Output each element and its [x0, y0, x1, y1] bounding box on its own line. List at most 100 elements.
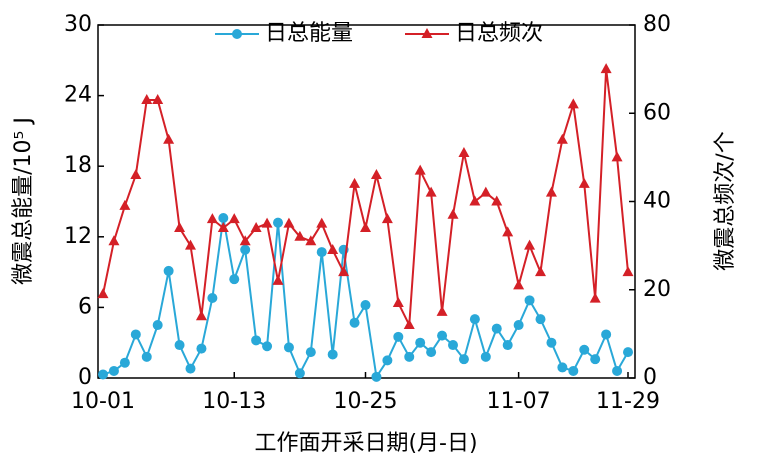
circle-marker	[546, 337, 557, 348]
triangle-marker	[535, 266, 546, 277]
series-line	[102, 69, 629, 329]
circle-marker	[283, 342, 294, 353]
triangle-marker	[611, 151, 623, 162]
x-tick-label: 10-13	[202, 389, 266, 414]
y-tick-label: 30	[64, 12, 92, 37]
triangle-marker	[119, 199, 131, 210]
circle-marker	[163, 265, 174, 276]
triangle-marker	[228, 213, 240, 224]
circle-marker	[404, 351, 415, 362]
triangle-marker	[447, 208, 459, 219]
triangle-marker	[108, 235, 120, 246]
x-axis-title: 工作面开采日期(月-日)	[254, 431, 477, 456]
circle-marker	[251, 335, 262, 346]
triangle-marker	[250, 221, 262, 232]
plot-frame	[97, 24, 636, 379]
triangle-marker	[283, 217, 295, 228]
legend-marker	[421, 28, 433, 38]
circle-marker	[229, 274, 240, 285]
legend-marker	[232, 29, 242, 39]
triangle-marker	[338, 266, 350, 277]
y2-axis-title: 微震总频次/个	[713, 131, 738, 270]
circle-marker	[469, 314, 480, 325]
y-tick-label: 18	[64, 153, 92, 178]
circle-marker	[612, 365, 623, 376]
circle-marker	[130, 329, 141, 340]
triangle-marker	[414, 164, 426, 175]
triangle-marker	[327, 244, 339, 255]
circle-marker	[393, 331, 404, 342]
triangle-marker	[97, 288, 109, 299]
circle-marker	[305, 347, 316, 358]
series-line	[102, 217, 629, 380]
circle-marker	[240, 244, 251, 255]
circle-marker	[535, 314, 546, 325]
circle-marker	[568, 365, 579, 376]
circle-marker	[349, 317, 360, 328]
triangle-marker	[294, 230, 306, 241]
triangle-marker	[174, 221, 186, 232]
triangle-marker	[370, 169, 382, 180]
y2-tick-label: 0	[643, 365, 657, 390]
triangle-marker	[425, 186, 437, 197]
circle-marker	[513, 320, 524, 331]
y2-tick-label: 60	[643, 100, 671, 125]
triangle-marker	[152, 94, 164, 105]
circle-marker	[590, 354, 601, 365]
circle-marker	[196, 343, 207, 354]
x-tick-label: 11-07	[487, 389, 551, 414]
circle-marker	[108, 365, 119, 376]
x-tick-label: 10-01	[71, 389, 135, 414]
triangle-marker	[600, 63, 612, 74]
circle-marker	[415, 337, 426, 348]
triangle-marker	[381, 213, 393, 224]
triangle-marker	[502, 226, 514, 237]
circle-marker	[141, 351, 152, 362]
circle-marker	[185, 363, 196, 374]
y-tick-label: 6	[78, 294, 92, 319]
y-axis-title: 微震总能量/10⁵ J	[11, 117, 36, 285]
circle-marker	[119, 357, 130, 368]
circle-marker	[174, 340, 185, 351]
triangle-marker	[217, 221, 229, 232]
triangle-marker	[578, 177, 590, 188]
circle-marker	[437, 330, 448, 341]
triangle-marker	[403, 319, 415, 330]
circle-marker	[426, 347, 437, 358]
circle-marker	[458, 354, 469, 365]
circle-marker	[557, 362, 568, 373]
triangle-marker	[513, 279, 525, 290]
circle-marker	[623, 347, 633, 358]
triangle-marker	[480, 186, 492, 197]
triangle-marker	[316, 217, 328, 228]
triangle-marker	[349, 177, 361, 188]
triangle-marker	[261, 217, 273, 228]
triangle-marker	[622, 266, 634, 277]
circle-marker	[502, 340, 513, 351]
triangle-marker	[185, 239, 196, 250]
legend-label: 日总频次	[455, 21, 543, 46]
circle-marker	[98, 369, 108, 380]
circle-marker	[262, 341, 273, 352]
triangle-marker	[392, 296, 404, 307]
triangle-marker	[206, 213, 218, 224]
triangle-marker	[360, 221, 371, 232]
circle-marker	[480, 351, 491, 362]
triangle-marker	[141, 94, 153, 105]
triangle-marker	[130, 169, 142, 180]
circle-marker	[327, 349, 338, 360]
triangle-marker	[469, 195, 481, 206]
circle-marker	[579, 344, 590, 355]
y2-tick-label: 80	[643, 12, 671, 37]
circle-marker	[218, 212, 229, 223]
x-tick-label: 10-25	[334, 389, 398, 414]
triangle-marker	[545, 186, 557, 197]
circle-marker	[152, 320, 163, 331]
triangle-marker	[195, 310, 207, 321]
triangle-marker	[163, 133, 175, 144]
triangle-marker	[239, 235, 251, 246]
circle-marker	[448, 340, 458, 351]
triangle-marker	[556, 133, 568, 144]
x-tick-label: 11-29	[596, 389, 660, 414]
